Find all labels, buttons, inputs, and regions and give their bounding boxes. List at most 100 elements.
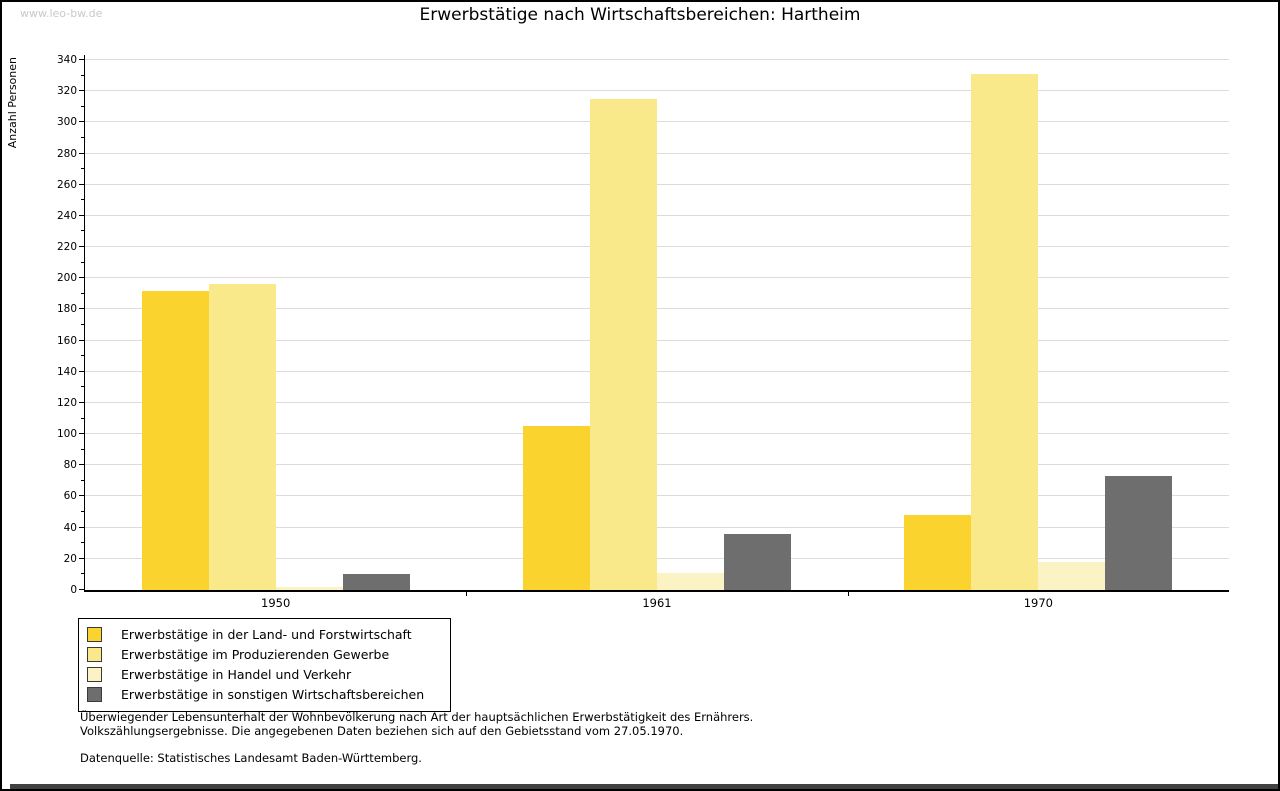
watermark: www.leo-bw.de <box>20 7 103 20</box>
plot-area: 0 20 40 60 80 100 120 140 160 180 200 220 240 260 280 3… <box>57 54 1229 610</box>
footnote-line-2: Volkszählungsergebnisse. Die angegebenen… <box>80 724 684 738</box>
y-tick-label-320: 320 <box>56 85 77 98</box>
bar-1950-series2 <box>208 284 276 590</box>
legend: Erwerbstätige in der Land- und Forstwirt… <box>78 618 451 712</box>
y-tick-label-220: 220 <box>56 241 77 254</box>
bar-1961-series3 <box>657 572 724 590</box>
y-major-tick-320 <box>79 90 85 92</box>
y-minor-tick-130 <box>81 386 85 388</box>
legend-swatch-1 <box>87 626 102 642</box>
y-major-tick-180 <box>79 308 85 310</box>
y-axis-title: Anzahl Personen <box>6 57 19 149</box>
bar-1970-series4 <box>1105 476 1173 590</box>
gridline-y-180 <box>85 308 1229 310</box>
y-major-tick-80 <box>79 464 85 466</box>
legend-item-4: Erwerbstätige in sonstigen Wirtschaftsbe… <box>87 684 440 704</box>
gridline-y-200 <box>85 277 1229 279</box>
bar-1961-series2 <box>590 98 657 590</box>
y-minor-tick-270 <box>81 168 85 170</box>
y-major-tick-220 <box>79 246 85 248</box>
y-tick-label-340: 340 <box>56 54 77 66</box>
gridline-y-240 <box>85 214 1229 216</box>
y-major-tick-160 <box>79 339 85 341</box>
footnote-spacer <box>80 738 753 751</box>
y-minor-tick-30 <box>81 542 85 544</box>
y-tick-label-140: 140 <box>56 365 77 378</box>
gridline-y-280 <box>85 152 1229 154</box>
legend-label-4: Erwerbstätige in sonstigen Wirtschaftsbe… <box>121 686 425 702</box>
bar-1970-series3 <box>1038 561 1106 590</box>
bar-1950-series3 <box>275 586 343 590</box>
gridline-y-260 <box>85 183 1229 185</box>
gridline-y-40 <box>85 526 1229 528</box>
y-major-tick-140 <box>79 370 85 372</box>
gridline-y-340 <box>85 59 1229 60</box>
gridline-y-220 <box>85 246 1229 248</box>
y-major-tick-240 <box>79 214 85 216</box>
image-frame-shadow <box>10 784 1278 789</box>
bar-1970-series2 <box>971 74 1039 590</box>
y-tick-label-40: 40 <box>63 521 77 534</box>
gridline-y-20 <box>85 557 1229 559</box>
gridline-y-80 <box>85 464 1229 466</box>
y-minor-tick-190 <box>81 292 85 294</box>
gridline-y-160 <box>85 339 1229 341</box>
y-major-tick-200 <box>79 277 85 279</box>
x-boundary-tick-2 <box>847 592 849 596</box>
y-major-tick-260 <box>79 183 85 185</box>
legend-label-3: Erwerbstätige in Handel und Verkehr <box>121 666 352 682</box>
y-minor-tick-70 <box>81 479 85 481</box>
y-minor-tick-230 <box>81 230 85 232</box>
y-minor-tick-210 <box>81 261 85 263</box>
y-major-tick-60 <box>79 495 85 497</box>
gridline-y-300 <box>85 121 1229 123</box>
x-tick-label-1950: 1950 <box>261 596 291 610</box>
x-boundary-tick-1 <box>466 592 468 596</box>
y-major-tick-280 <box>79 152 85 154</box>
footnotes: Überwiegender Lebensunterhalt der Wohnbe… <box>80 710 753 765</box>
y-tick-label-100: 100 <box>56 428 77 441</box>
y-minor-tick-10 <box>81 573 85 575</box>
footnote-line-1: Überwiegender Lebensunterhalt der Wohnbe… <box>80 710 754 724</box>
gridline-y-320 <box>85 90 1229 92</box>
legend-item-3: Erwerbstätige in Handel und Verkehr <box>87 664 440 684</box>
y-minor-tick-290 <box>81 136 85 138</box>
y-tick-label-180: 180 <box>56 303 77 316</box>
y-tick-label-280: 280 <box>56 147 77 160</box>
gridline-y-140 <box>85 370 1229 372</box>
bar-1950-series1 <box>141 290 209 590</box>
y-major-tick-120 <box>79 401 85 403</box>
y-tick-label-60: 60 <box>63 490 77 503</box>
y-minor-tick-310 <box>81 105 85 107</box>
bar-1961-series1 <box>523 426 590 590</box>
bar-1961-series4 <box>724 533 791 590</box>
legend-label-2: Erwerbstätige im Produzierenden Gewerbe <box>121 646 390 662</box>
y-tick-label-20: 20 <box>63 552 77 565</box>
gridline-y-120 <box>85 401 1229 403</box>
y-major-tick-340 <box>79 59 85 60</box>
legend-swatch-3 <box>87 666 102 682</box>
y-major-tick-40 <box>79 526 85 528</box>
y-tick-label-260: 260 <box>56 178 77 191</box>
chart-title: Erwerbstätige nach Wirtschaftsbereichen:… <box>419 5 861 25</box>
legend-swatch-4 <box>87 686 102 702</box>
y-major-tick-100 <box>79 433 85 435</box>
y-minor-tick-250 <box>81 199 85 201</box>
y-tick-label-240: 240 <box>56 209 77 222</box>
y-major-tick-0 <box>79 589 85 590</box>
x-tick-label-1970: 1970 <box>1023 596 1053 610</box>
y-minor-tick-170 <box>81 324 85 325</box>
bar-1970-series1 <box>904 515 972 590</box>
y-minor-tick-110 <box>81 417 85 419</box>
legend-item-1: Erwerbstätige in der Land- und Forstwirt… <box>87 624 440 644</box>
y-major-tick-300 <box>79 121 85 123</box>
gridline-y-100 <box>85 433 1229 435</box>
y-minor-tick-90 <box>81 448 85 450</box>
bar-1950-series4 <box>342 574 410 590</box>
y-tick-label-300: 300 <box>56 116 77 129</box>
data-source: Datenquelle: Statistisches Landesamt Bad… <box>80 751 422 765</box>
legend-label-1: Erwerbstätige in der Land- und Forstwirt… <box>121 626 412 642</box>
y-minor-tick-330 <box>81 74 85 76</box>
y-tick-label-200: 200 <box>56 272 77 285</box>
